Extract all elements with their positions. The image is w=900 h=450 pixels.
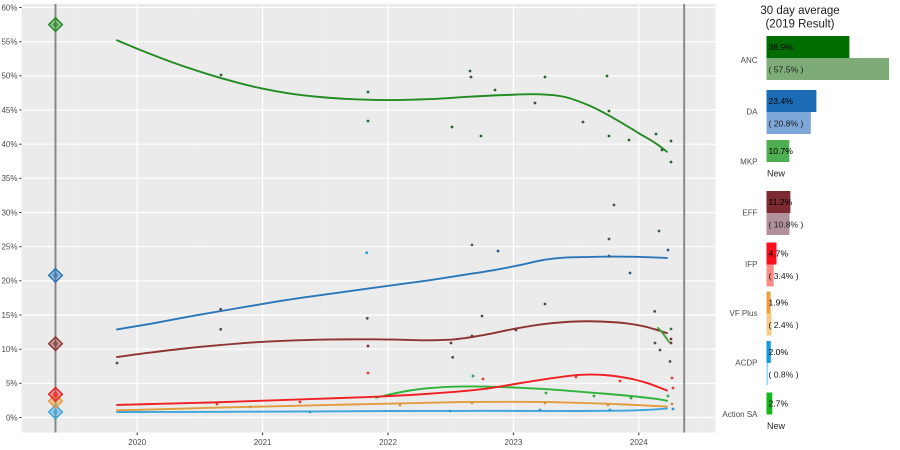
svg-text:( 20.8% ): ( 20.8% ) [769,118,804,128]
svg-text:(2019 Result): (2019 Result) [765,19,834,31]
svg-text:DA: DA [746,108,758,117]
svg-text:40%: 40% [1,140,17,149]
svg-text:20%: 20% [1,277,17,286]
svg-text:11.2%: 11.2% [769,197,793,207]
svg-text:50%: 50% [1,72,17,81]
svg-text:New: New [767,168,786,178]
svg-text:EFF: EFF [742,209,757,218]
svg-text:38.9%: 38.9% [769,42,794,52]
svg-text:MKP: MKP [740,158,757,167]
svg-text:5%: 5% [6,379,18,388]
svg-text:ACDP: ACDP [735,359,757,368]
svg-text:New: New [767,421,786,431]
svg-text:( 57.5% ): ( 57.5% ) [769,64,804,74]
svg-text:2.7%: 2.7% [769,398,789,408]
svg-text:2023: 2023 [505,438,523,447]
svg-text:( 0.8% ): ( 0.8% ) [769,369,799,379]
svg-text:2024: 2024 [630,438,648,447]
svg-text:0%: 0% [6,413,18,422]
svg-text:( 3.4% ): ( 3.4% ) [769,271,799,281]
svg-text:1.9%: 1.9% [769,297,789,307]
svg-text:60%: 60% [1,3,17,12]
svg-text:Action SA: Action SA [722,410,758,419]
svg-text:23.4%: 23.4% [769,96,794,106]
svg-text:15%: 15% [1,311,17,320]
svg-text:45%: 45% [1,106,17,115]
svg-text:( 2.4% ): ( 2.4% ) [769,320,799,330]
svg-text:2020: 2020 [128,438,146,447]
svg-text:( 10.8% ): ( 10.8% ) [769,219,804,229]
svg-text:30%: 30% [1,208,17,217]
svg-text:25%: 25% [1,243,17,252]
svg-text:35%: 35% [1,174,17,183]
svg-text:2022: 2022 [379,438,397,447]
svg-text:10%: 10% [1,345,17,354]
svg-text:2021: 2021 [254,438,272,447]
svg-text:VF Plus: VF Plus [729,309,757,318]
svg-text:ANC: ANC [741,56,758,65]
svg-text:IFP: IFP [745,260,757,269]
svg-text:55%: 55% [1,38,17,47]
svg-text:30 day average: 30 day average [760,5,839,17]
svg-text:10.7%: 10.7% [769,146,794,156]
svg-text:4.7%: 4.7% [769,248,789,258]
svg-text:2.0%: 2.0% [769,347,789,357]
